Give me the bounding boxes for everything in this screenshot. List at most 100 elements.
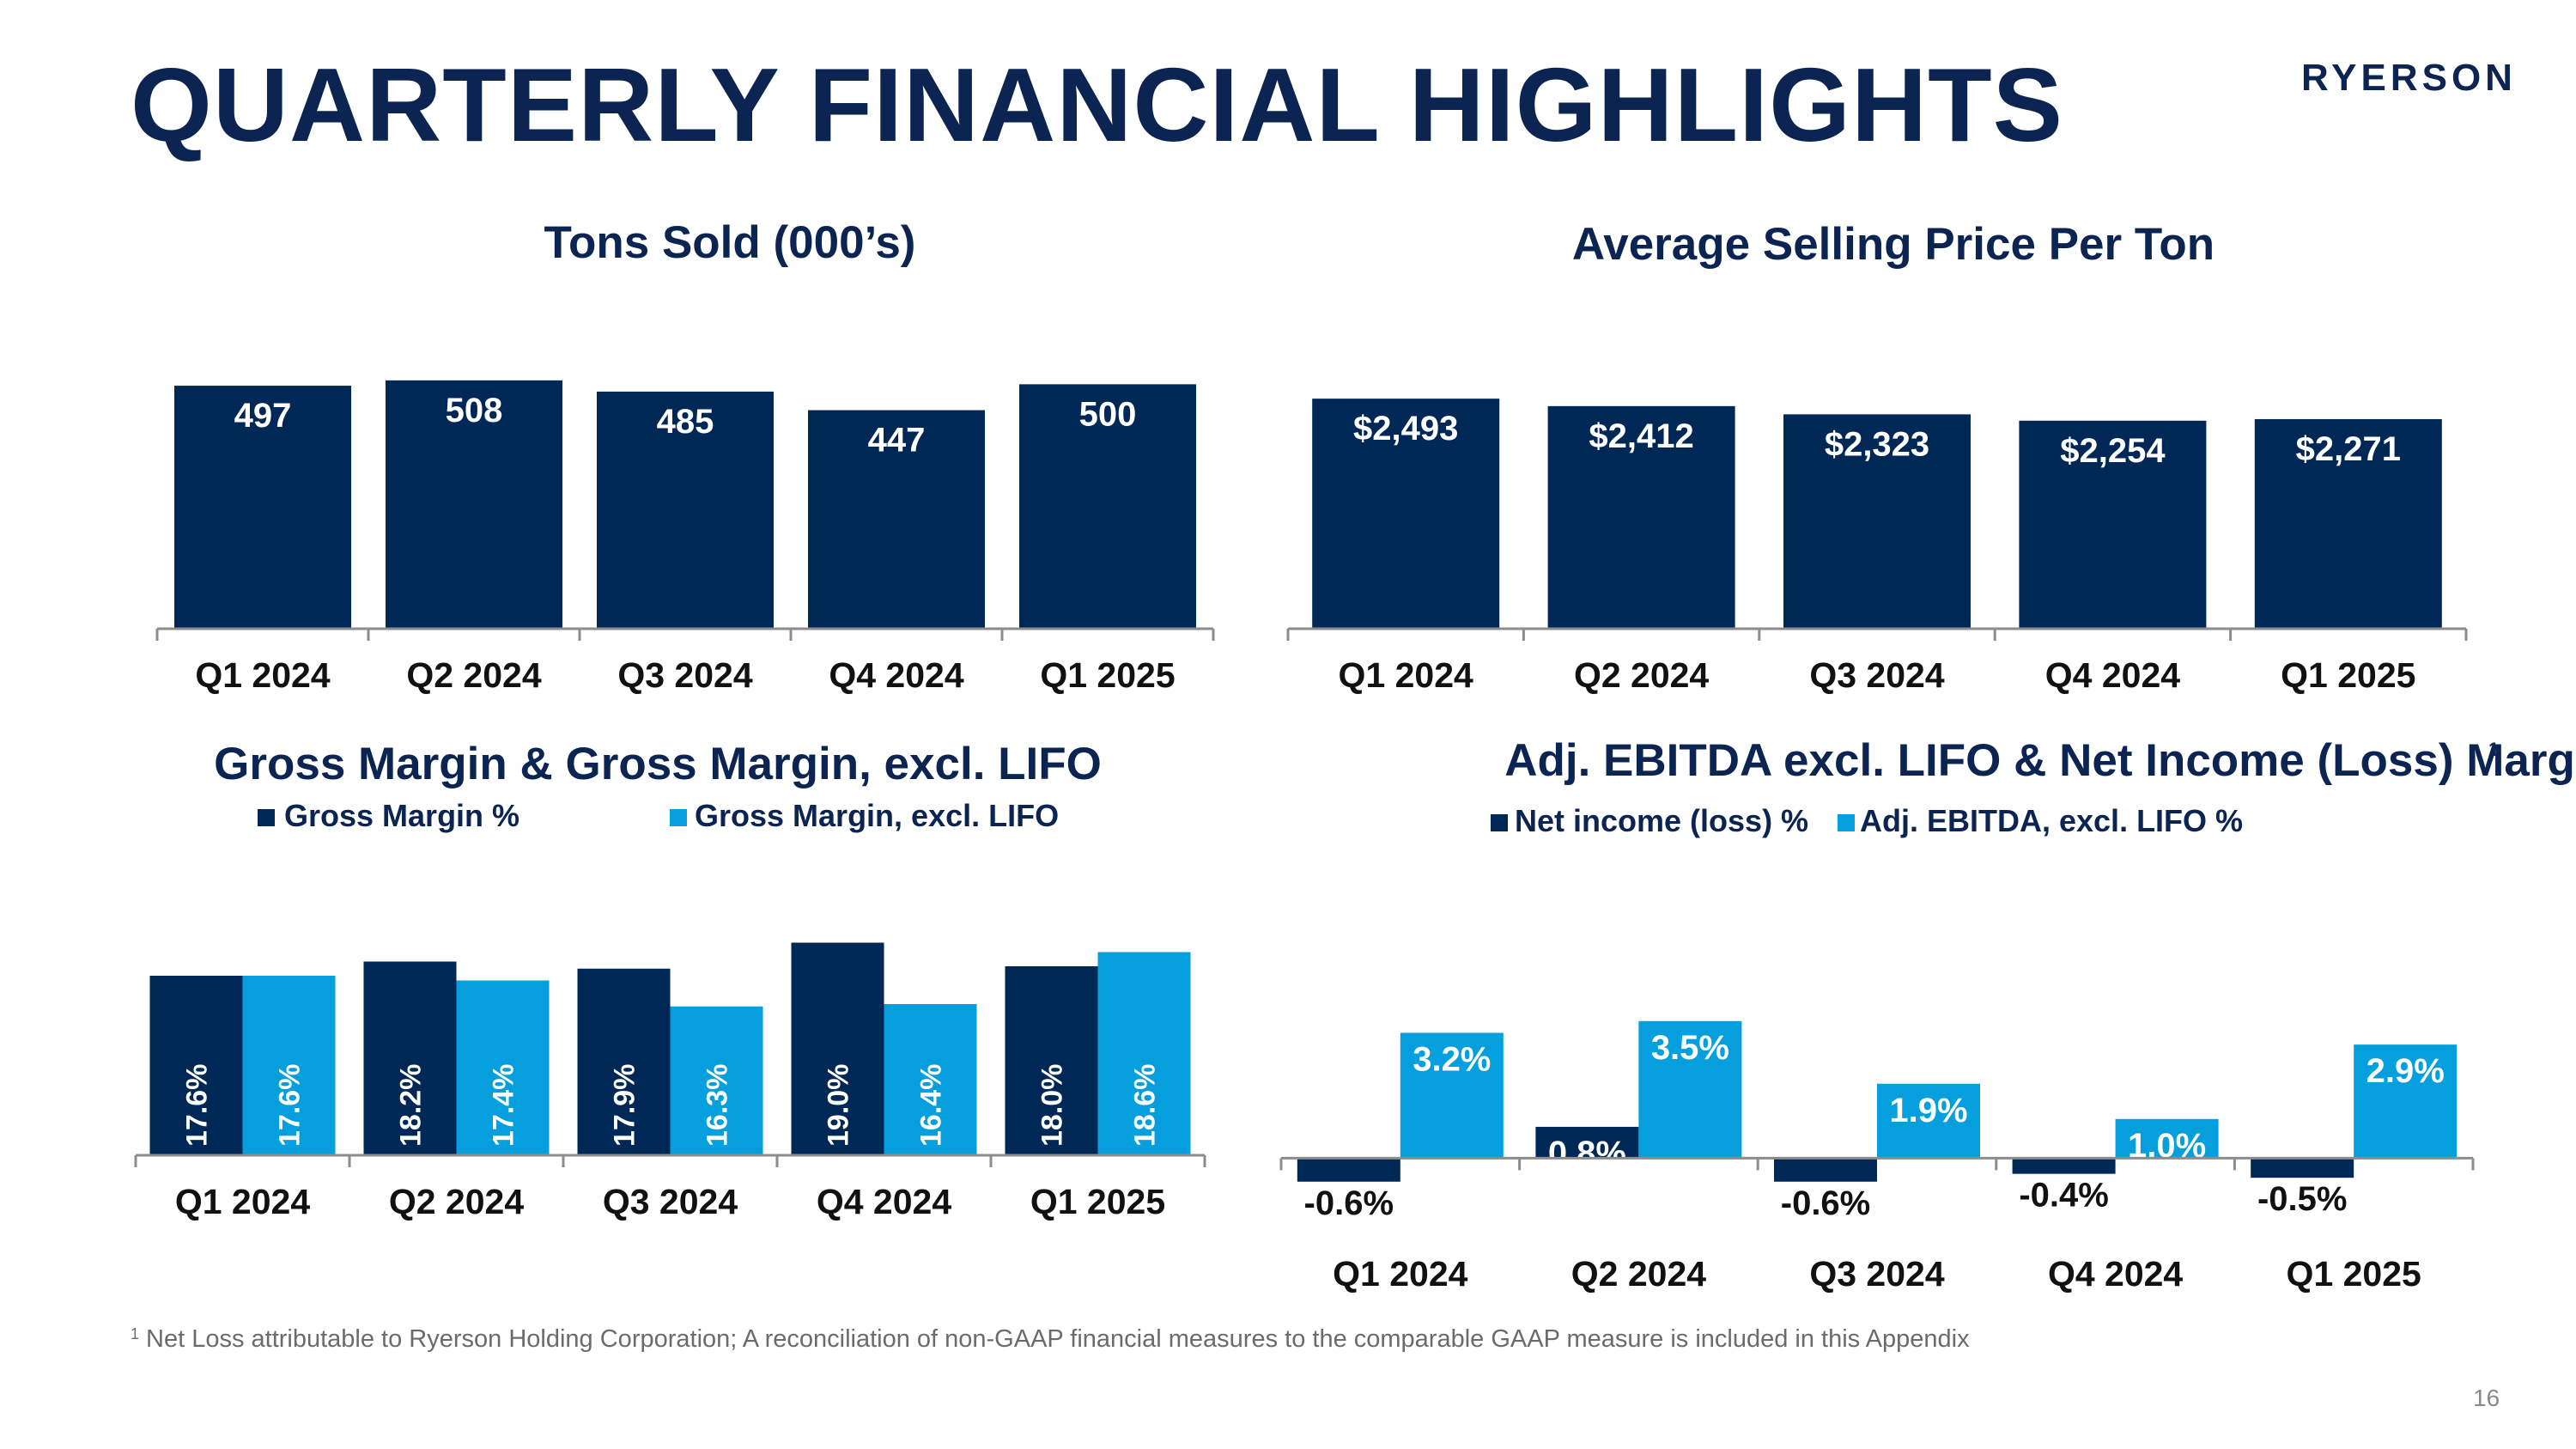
x-tick-label: Q2 2024 — [389, 1182, 524, 1221]
data-label: 18.2% — [395, 1064, 428, 1147]
bar — [1019, 384, 1196, 629]
x-tick-label: Q2 2024 — [406, 655, 541, 695]
x-tick-label: Q1 2024 — [195, 655, 330, 695]
legend-label: Adj. EBITDA, excl. LIFO % — [1860, 803, 2243, 838]
bar — [2019, 420, 2207, 629]
footnote-text: Net Loss attributable to Ryerson Holding… — [146, 1325, 1970, 1353]
x-tick-label: Q3 2024 — [603, 1182, 738, 1221]
data-label: 19.0% — [823, 1064, 855, 1147]
bar — [2251, 1158, 2354, 1178]
page-title: QUARTERLY FINANCIAL HIGHLIGHTS — [131, 46, 2063, 163]
footnote-marker: 1 — [131, 1325, 140, 1342]
chart-ebitda-net-income: Adj. EBITDA excl. LIFO & Net Income (Los… — [1279, 735, 2576, 1294]
data-label: -0.5% — [2257, 1180, 2348, 1218]
data-label: 497 — [234, 397, 292, 435]
plot-area: 497 508 485 447 500 Q1 2024 Q2 2024 Q3 2024 Q4 2… — [155, 380, 1215, 695]
data-label: -0.6% — [1304, 1184, 1394, 1222]
bar — [456, 980, 550, 1155]
chart-title: Average Selling Price Per Ton — [1572, 219, 2215, 270]
chart-title: Gross Margin & Gross Margin, excl. LIFO — [214, 739, 1102, 789]
page-number: 16 — [2473, 1385, 2500, 1411]
bar — [1535, 1126, 1639, 1159]
data-label: 3.5% — [1651, 1029, 1729, 1067]
bar — [577, 968, 671, 1155]
data-label: $2,271 — [2296, 430, 2401, 468]
data-label: 0.8% — [1548, 1135, 1626, 1172]
bar — [1638, 1020, 1742, 1159]
bar — [791, 942, 884, 1155]
data-label: 3.2% — [1413, 1040, 1491, 1078]
bar — [2012, 1158, 2116, 1174]
data-label: 17.6% — [274, 1064, 307, 1147]
legend: Net income (loss) % Adj. EBITDA, excl. L… — [1491, 803, 2243, 838]
x-tick-label: Q4 2024 — [817, 1182, 951, 1221]
data-label: 447 — [868, 422, 926, 460]
legend-label: Gross Margin, excl. LIFO — [695, 798, 1059, 833]
x-tick-label: Q1 2024 — [175, 1182, 310, 1221]
x-tick-label: Q1 2025 — [1040, 655, 1175, 695]
data-label: 16.4% — [915, 1064, 948, 1147]
data-label: 2.9% — [2366, 1052, 2445, 1090]
bar — [174, 386, 351, 629]
bar — [1297, 1158, 1400, 1182]
plot-area: -0.6%0.8%-0.6% -0.4% -0.5%3.2% 3.5%1.9%1.0%… — [1279, 1020, 2475, 1294]
title-footnote-marker: 1 — [2488, 739, 2499, 760]
bar — [2115, 1118, 2219, 1159]
data-label: -0.6% — [1781, 1184, 1871, 1222]
chart-title: Adj. EBITDA excl. LIFO & Net Income (Los… — [1504, 735, 2576, 786]
data-label: 485 — [657, 403, 714, 441]
data-label: 18.0% — [1036, 1064, 1069, 1147]
data-label: 18.6% — [1129, 1064, 1162, 1147]
bar — [1783, 414, 1971, 629]
data-label: 508 — [446, 392, 503, 429]
x-tick-label: Q2 2024 — [1574, 655, 1709, 695]
bar — [884, 1004, 977, 1155]
legend-label: Gross Margin % — [284, 798, 519, 833]
x-tick-label: Q4 2024 — [829, 655, 963, 695]
x-tick-label: Q1 2025 — [2281, 655, 2415, 695]
x-tick-label: Q1 2024 — [1339, 655, 1473, 695]
data-label: $2,493 — [1353, 410, 1458, 447]
x-tick-label: Q3 2024 — [1809, 655, 1944, 695]
bar — [597, 391, 774, 629]
data-label: 1.9% — [1889, 1092, 1967, 1129]
data-label: $2,323 — [1825, 425, 1929, 463]
legend-swatch — [1491, 814, 1508, 831]
legend-swatch — [1838, 814, 1855, 831]
bar — [149, 976, 243, 1155]
chart-tons-sold: Tons Sold (000’s) 497 508 485 447 500 Q1 2024… — [155, 217, 1215, 695]
bar — [808, 410, 985, 629]
x-tick-label: Q3 2024 — [617, 655, 752, 695]
bar — [1097, 952, 1191, 1155]
bar — [242, 976, 336, 1155]
plot-area: 17.6% 18.2% 17.9% 19.0% 18.0% 17.6% 17.4% 16.3%… — [134, 942, 1206, 1221]
data-label: 17.6% — [181, 1064, 214, 1147]
data-label: 17.4% — [488, 1064, 520, 1147]
x-tick-label: Q3 2024 — [1809, 1254, 1944, 1294]
bar — [363, 961, 457, 1155]
data-label: $2,254 — [2060, 432, 2166, 470]
bar — [2354, 1044, 2458, 1159]
chart-average-selling-price: Average Selling Price Per Ton $2,493 $2,4… — [1286, 219, 2468, 695]
data-label: 16.3% — [702, 1064, 734, 1147]
ryerson-logo: RYERSON — [2301, 57, 2517, 99]
chart-gross-margin: Gross Margin & Gross Margin, excl. LIFO … — [134, 739, 1206, 1221]
footnote: 1 Net Loss attributable to Ryerson Holdin… — [131, 1325, 1970, 1354]
bar — [386, 380, 562, 629]
legend-label: Net income (loss) % — [1515, 803, 1808, 838]
data-label: -0.4% — [2019, 1177, 2109, 1215]
bar — [670, 1006, 763, 1155]
x-tick-label: Q1 2025 — [2287, 1254, 2421, 1294]
data-label: 17.9% — [609, 1064, 641, 1147]
x-tick-label: Q4 2024 — [2048, 1254, 2183, 1294]
legend-swatch — [670, 809, 687, 826]
legend: Gross Margin % Gross Margin, excl. LIFO — [258, 798, 1059, 833]
bar — [1877, 1083, 1980, 1159]
x-tick-label: Q4 2024 — [2045, 655, 2180, 695]
chart-title: Tons Sold (000’s) — [544, 217, 916, 268]
bar — [1005, 966, 1098, 1155]
bar — [1547, 405, 1735, 629]
bar — [1774, 1158, 1877, 1182]
x-tick-label: Q2 2024 — [1571, 1254, 1706, 1294]
